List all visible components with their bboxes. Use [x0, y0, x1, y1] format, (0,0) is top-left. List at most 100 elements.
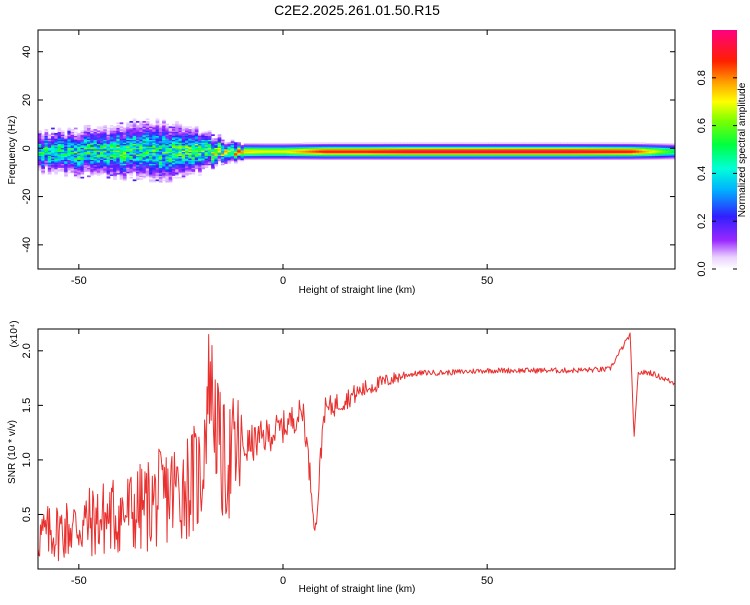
heatmap-cell — [652, 144, 656, 146]
heatmap-cell — [97, 126, 101, 128]
y-tick-label: 1.5 — [21, 398, 33, 413]
heatmap-cell — [489, 142, 493, 144]
heatmap-cell — [482, 142, 486, 144]
heatmap-cell — [267, 144, 271, 146]
y-tick-label: 0.5 — [21, 507, 33, 522]
heatmap-cell — [486, 142, 490, 144]
heatmap-cell — [649, 144, 653, 146]
heatmap-cell — [675, 145, 679, 147]
heatmap-cell — [437, 142, 441, 144]
heatmap-cell — [293, 144, 297, 146]
heatmap-cell — [342, 142, 346, 144]
heatmap-cell — [332, 142, 336, 144]
heatmap-cell — [139, 121, 143, 123]
heatmap-cell — [61, 130, 65, 132]
heatmap-cell — [208, 130, 212, 132]
heatmap-cell — [633, 142, 637, 144]
heatmap-cell — [146, 118, 150, 120]
heatmap-cell — [254, 144, 258, 146]
heatmap-cell — [247, 144, 251, 146]
x-tick-label: 50 — [481, 575, 493, 587]
heatmap-cell — [143, 121, 147, 123]
heatmap-cell — [587, 142, 591, 144]
heatmap-cell — [394, 142, 398, 144]
heatmap-cell — [574, 142, 578, 144]
heatmap-cell — [84, 125, 88, 127]
heatmap-cell — [64, 136, 68, 138]
heatmap-cell — [51, 132, 55, 134]
heatmap-cell — [270, 144, 274, 146]
heatmap-cell — [479, 142, 483, 144]
heatmap-cell — [90, 129, 94, 131]
heatmap-cell — [280, 144, 284, 146]
heatmap-cell — [201, 132, 205, 134]
heatmap-cell — [512, 142, 516, 144]
heatmap-cell — [544, 142, 548, 144]
line-x-label: Height of straight line (km) — [299, 584, 416, 595]
heatmap-cell — [103, 125, 107, 127]
heatmap-cell — [430, 142, 434, 144]
heatmap-cell — [525, 142, 529, 144]
heatmap-cell — [329, 142, 333, 144]
heatmap-cell — [198, 133, 202, 135]
heatmap-cell — [107, 128, 111, 130]
heatmap-cell — [116, 125, 120, 127]
y-tick-label: 40 — [21, 46, 33, 58]
heatmap-cell — [100, 126, 104, 128]
heatmap-cell — [175, 177, 179, 179]
heatmap-cell — [80, 130, 84, 132]
heatmap-cell — [368, 142, 372, 144]
heatmap-cell — [67, 128, 71, 130]
heatmap-x-label: Height of straight line (km) — [299, 285, 416, 296]
heatmap-cell — [564, 142, 568, 144]
heatmap-cell — [675, 156, 679, 158]
heatmap-cell — [345, 142, 349, 144]
heatmap-cell — [149, 124, 153, 126]
heatmap-cell — [260, 144, 264, 146]
heatmap-cell — [276, 144, 280, 146]
heatmap-cell — [87, 125, 91, 127]
heatmap-cell — [675, 152, 679, 154]
heatmap-cell — [319, 142, 323, 144]
heatmap-cell — [312, 142, 316, 144]
y-tick-label: 2.0 — [21, 343, 33, 358]
heatmap-cell — [67, 171, 71, 173]
heatmap-cell — [358, 142, 362, 144]
snr-series-line — [38, 333, 674, 561]
heatmap-cell — [505, 142, 509, 144]
heatmap-cell — [237, 142, 241, 144]
heatmap-cell — [299, 144, 303, 146]
x-tick-label: -50 — [71, 275, 87, 287]
y-tick-label: -40 — [21, 237, 33, 253]
heatmap-cell — [384, 142, 388, 144]
heatmap-cell — [94, 129, 98, 131]
heatmap-cell — [74, 128, 78, 130]
heatmap-cell — [610, 142, 614, 144]
heatmap-cell — [129, 121, 133, 123]
heatmap-cell — [120, 122, 124, 124]
heatmap-cell — [325, 142, 329, 144]
heatmap-cell — [675, 150, 679, 152]
heatmap-cell — [580, 142, 584, 144]
heatmap-cell — [87, 175, 91, 177]
colorbar-tick-label: 0.4 — [696, 166, 708, 181]
heatmap-cell — [58, 128, 62, 130]
heatmap-cell — [629, 142, 633, 144]
heatmap-cell — [508, 142, 512, 144]
heatmap-cell — [499, 142, 503, 144]
heatmap-cell — [205, 132, 209, 134]
heatmap-cell — [397, 142, 401, 144]
heatmap-cell — [172, 177, 176, 179]
heatmap-cell — [80, 177, 84, 179]
heatmap-cell — [646, 144, 650, 146]
heatmap-cell — [642, 142, 646, 144]
heatmap-cell — [570, 142, 574, 144]
heatmap-cell — [110, 128, 114, 130]
heatmap-cell — [361, 142, 365, 144]
heatmap-cell — [123, 128, 127, 130]
heatmap-cell — [273, 144, 277, 146]
heatmap-cell — [195, 126, 199, 128]
colorbar: 0.00.20.40.60.8 Normalized spectral ampl… — [696, 30, 748, 277]
heatmap-cell — [159, 124, 163, 126]
